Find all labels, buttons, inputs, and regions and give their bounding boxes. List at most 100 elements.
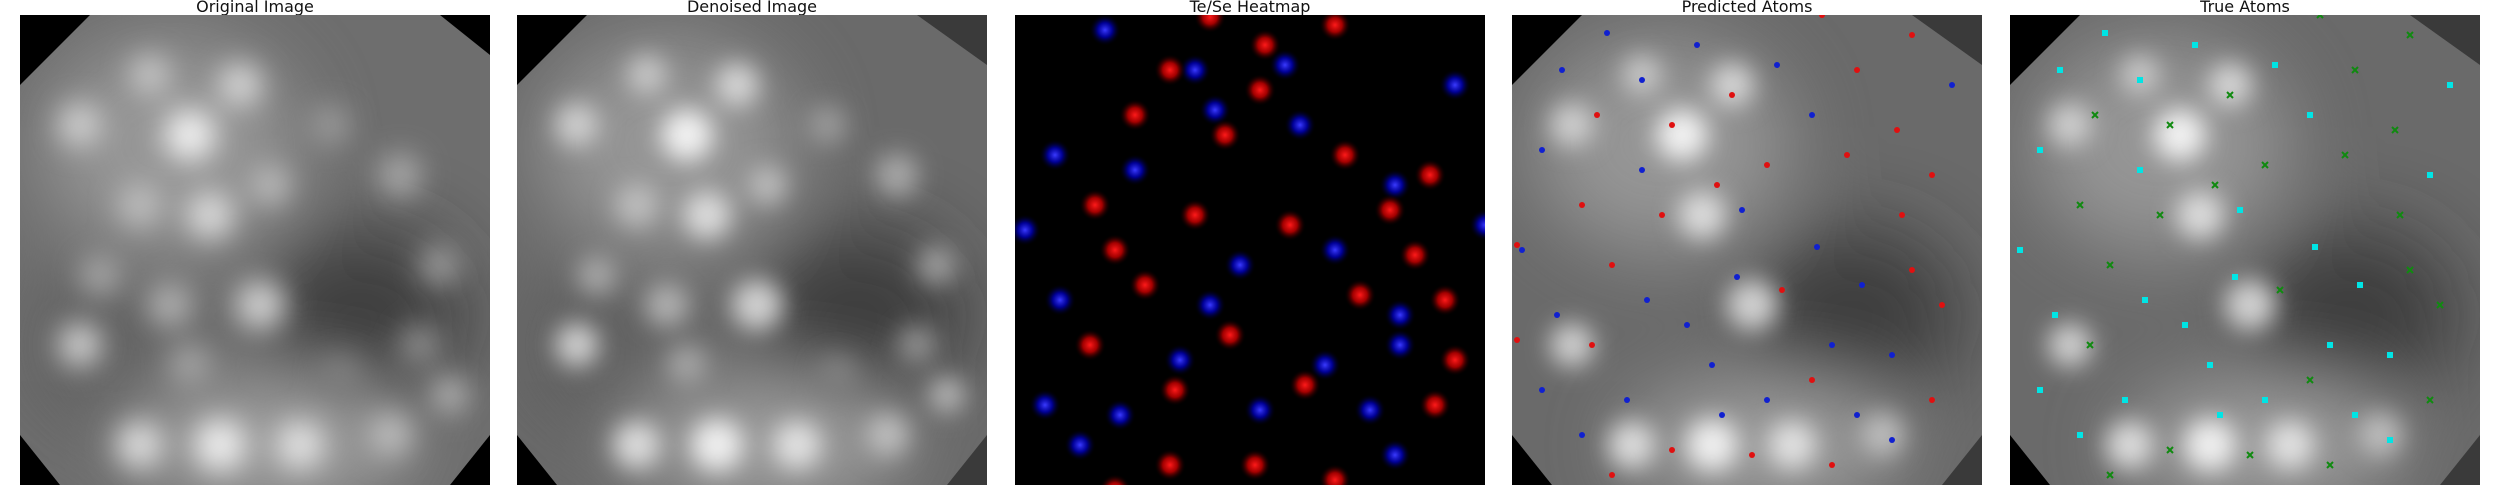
te-heat-blob	[1329, 139, 1361, 171]
te-heat-blob	[1274, 209, 1306, 241]
predicted-atoms-canvas	[1512, 15, 1982, 485]
predicted-te-atom	[1939, 302, 1945, 308]
predicted-te-atom	[1844, 152, 1850, 158]
te-heat-blob	[1399, 239, 1431, 271]
true-te-atom	[2261, 161, 2269, 169]
predicted-te-atom	[1609, 262, 1615, 268]
se-heat-blob	[1439, 69, 1471, 101]
te-heat-blob	[1099, 234, 1131, 266]
se-heat-blob	[1284, 109, 1316, 141]
predicted-se-atom	[1814, 244, 1820, 250]
predicted-te-atom	[1714, 182, 1720, 188]
se-heat-blob	[1164, 344, 1196, 376]
se-heat-blob	[1064, 429, 1096, 461]
true-te-atom	[2246, 451, 2254, 459]
te-heat-blob	[1154, 449, 1186, 481]
te-heat-blob	[1194, 15, 1226, 33]
true-se-atom	[2327, 342, 2333, 348]
panel-denoised-image: Denoised Image	[517, 0, 987, 485]
true-se-atom	[2182, 322, 2188, 328]
panel-title: Predicted Atoms	[1681, 0, 1813, 16]
true-se-atom	[2427, 172, 2433, 178]
te-heat-blob	[1249, 29, 1281, 61]
predicted-te-atom	[1909, 267, 1915, 273]
te-heat-blob	[1214, 319, 1246, 351]
predicted-se-atom	[1739, 207, 1745, 213]
se-heat-blob	[1224, 249, 1256, 281]
predicted-se-atom	[1559, 67, 1565, 73]
predicted-se-atom	[1859, 282, 1865, 288]
predicted-te-atom	[1764, 162, 1770, 168]
true-te-atom	[2211, 181, 2219, 189]
predicted-te-atom	[1899, 212, 1905, 218]
true-te-atom	[2156, 211, 2164, 219]
predicted-se-atom	[1694, 42, 1700, 48]
predicted-se-atom	[1889, 437, 1895, 443]
true-se-atom	[2352, 412, 2358, 418]
se-heat-blob	[1199, 94, 1231, 126]
predicted-te-atom	[1514, 337, 1520, 343]
true-te-atom	[2426, 396, 2434, 404]
true-se-atom	[2387, 352, 2393, 358]
true-te-atom	[2341, 151, 2349, 159]
true-te-atom	[2306, 376, 2314, 384]
original-image	[20, 15, 490, 485]
se-heat-blob	[1119, 154, 1151, 186]
predicted-te-atom	[1669, 122, 1675, 128]
panel-title: Denoised Image	[686, 0, 818, 16]
true-se-atom	[2192, 42, 2198, 48]
true-atoms-image	[2010, 15, 2480, 485]
true-se-atom	[2357, 282, 2363, 288]
predicted-se-atom	[1854, 412, 1860, 418]
true-se-atom	[2312, 244, 2318, 250]
true-te-atom	[2406, 266, 2414, 274]
predicted-te-atom	[1514, 242, 1520, 248]
true-se-atom	[2142, 297, 2148, 303]
se-heat-blob	[1199, 484, 1211, 485]
te-heat-blob	[1419, 389, 1451, 421]
se-heat-blob	[1179, 54, 1211, 86]
se-heat-blob	[1469, 209, 1485, 241]
true-te-atom	[2166, 121, 2174, 129]
true-te-atom	[2106, 261, 2114, 269]
te-heat-blob	[1099, 474, 1131, 485]
predicted-se-atom	[1539, 387, 1545, 393]
se-heat-blob	[1269, 49, 1301, 81]
predicted-te-atom	[1854, 67, 1860, 73]
predicted-te-atom	[1819, 15, 1825, 18]
predicted-te-atom	[1594, 112, 1600, 118]
panel-title: True Atoms	[2200, 0, 2290, 16]
true-se-atom	[2217, 412, 2223, 418]
te-heat-blob	[1129, 269, 1161, 301]
se-heat-blob	[1015, 214, 1041, 246]
predicted-se-atom	[1719, 412, 1725, 418]
true-te-atom	[2316, 15, 2324, 19]
predicted-te-atom	[1609, 472, 1615, 478]
te-heat-blob	[1179, 199, 1211, 231]
predicted-se-atom	[1604, 30, 1610, 36]
true-te-atom	[2396, 211, 2404, 219]
se-heat-blob	[1104, 399, 1136, 431]
se-heat-blob	[1309, 349, 1341, 381]
true-te-atom	[2086, 341, 2094, 349]
se-heat-blob	[1319, 234, 1351, 266]
predicted-te-atom	[1929, 397, 1935, 403]
true-te-atom	[2326, 461, 2334, 469]
te-heat-blob	[1209, 119, 1241, 151]
true-se-atom	[2232, 274, 2238, 280]
te-heat-blob	[1414, 159, 1446, 191]
predicted-te-atom	[1894, 127, 1900, 133]
se-heat-blob	[1379, 439, 1411, 471]
predicted-se-atom	[1684, 322, 1690, 328]
te-heat-blob	[1374, 194, 1406, 226]
se-heat-blob	[1089, 15, 1121, 46]
te-heat-blob	[1289, 369, 1321, 401]
predicted-te-atom	[1589, 342, 1595, 348]
se-heat-blob	[1029, 389, 1061, 421]
predicted-se-atom	[1554, 312, 1560, 318]
true-te-atom	[2436, 301, 2444, 309]
te-heat-blob	[1119, 99, 1151, 131]
true-se-atom	[2137, 167, 2143, 173]
predicted-te-atom	[1829, 462, 1835, 468]
true-te-atom	[2166, 446, 2174, 454]
